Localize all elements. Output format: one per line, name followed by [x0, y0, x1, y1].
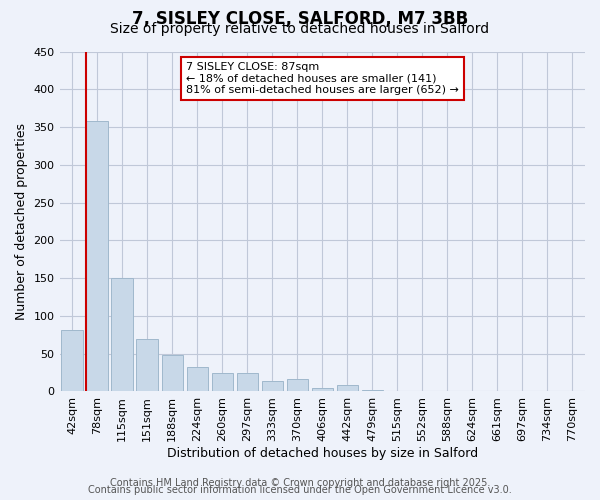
Bar — [86, 121, 108, 392]
Text: 7, SISLEY CLOSE, SALFORD, M7 3BB: 7, SISLEY CLOSE, SALFORD, M7 3BB — [132, 10, 468, 28]
Bar — [187, 368, 208, 392]
Text: 7 SISLEY CLOSE: 87sqm
← 18% of detached houses are smaller (141)
81% of semi-det: 7 SISLEY CLOSE: 87sqm ← 18% of detached … — [186, 62, 459, 95]
Bar — [287, 378, 308, 392]
Bar — [112, 278, 133, 392]
Bar — [136, 338, 158, 392]
Text: Contains public sector information licensed under the Open Government Licence v3: Contains public sector information licen… — [88, 485, 512, 495]
Y-axis label: Number of detached properties: Number of detached properties — [15, 123, 28, 320]
Bar — [337, 386, 358, 392]
Bar — [311, 388, 333, 392]
X-axis label: Distribution of detached houses by size in Salford: Distribution of detached houses by size … — [167, 447, 478, 460]
Bar — [362, 390, 383, 392]
Bar — [161, 355, 183, 392]
Bar — [262, 381, 283, 392]
Text: Size of property relative to detached houses in Salford: Size of property relative to detached ho… — [110, 22, 490, 36]
Bar — [212, 372, 233, 392]
Bar — [236, 372, 258, 392]
Text: Contains HM Land Registry data © Crown copyright and database right 2025.: Contains HM Land Registry data © Crown c… — [110, 478, 490, 488]
Bar — [61, 330, 83, 392]
